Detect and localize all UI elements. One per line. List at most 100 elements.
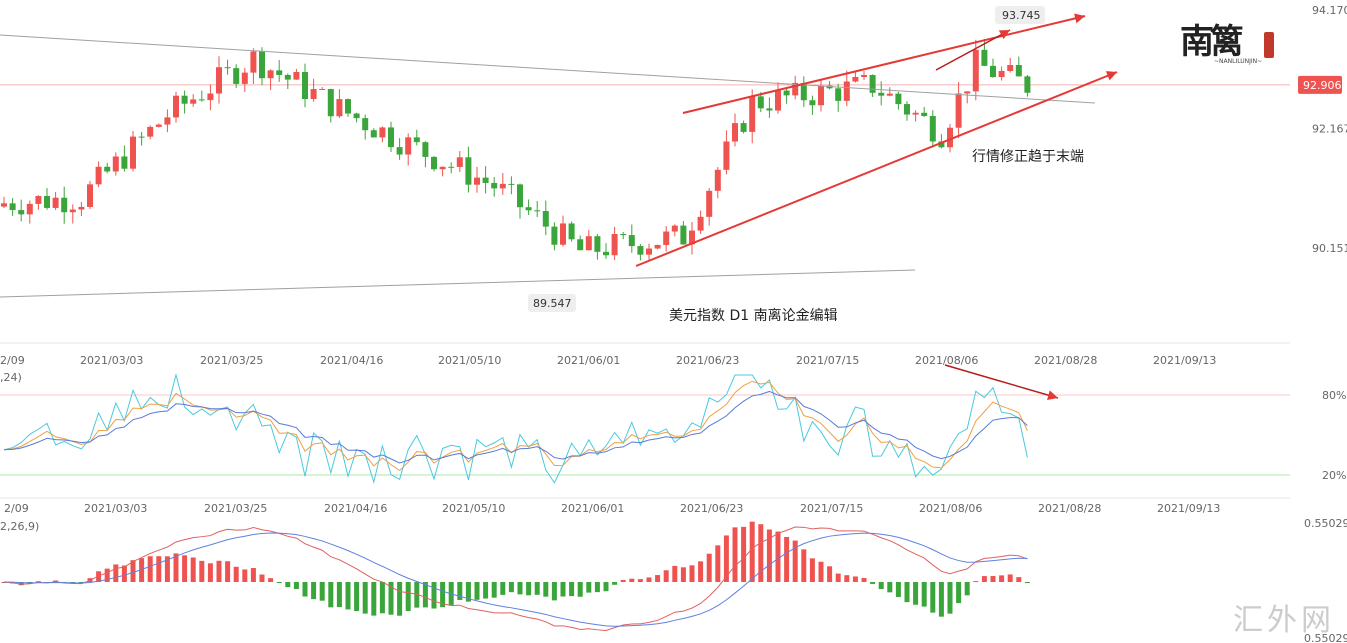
candle-body [852,76,859,82]
channel-lower-line [635,71,1118,267]
macd-histogram-bar [715,545,721,582]
macd-histogram-bar [1007,574,1013,582]
macd-histogram-bar [904,582,910,603]
candle-body [155,124,162,127]
macd-histogram-bar [938,582,944,617]
candle-body [138,136,145,138]
candle-body [929,115,936,142]
macd-top-value: 0.55029 [1304,517,1347,530]
candle-body [95,166,102,185]
macd-dif-line [3,526,1028,632]
candle-body [173,95,179,118]
candle-body [740,123,747,132]
macd-histogram-bar [586,582,592,593]
date-tick-label: 2021/07/15 [800,502,863,515]
candle-body [921,112,928,116]
candle-body [198,99,205,101]
candle-body [78,206,85,210]
candle-body [706,190,713,217]
macd-histogram-bar [491,582,497,598]
osc-80-label: 80% [1322,389,1346,402]
candle-body [233,68,240,84]
candle-body [224,67,231,69]
candle-body [26,203,33,215]
macd-params-label: 2,26,9) [0,520,39,533]
candle-body [792,82,799,96]
j-line [3,390,1028,464]
macd-histogram-bar [130,560,136,582]
macd-histogram-bar [526,582,532,596]
candle-body [904,104,910,115]
candle-body [818,85,824,106]
candle-body [52,197,59,208]
candle-body [680,225,687,245]
macd-histogram-bar [612,582,618,585]
macd-histogram-bar [517,582,523,595]
candle-body [302,71,308,99]
candle-body [362,118,369,131]
candle-body [972,49,979,92]
high-label: 93.745 [1002,9,1041,22]
macd-histogram-bar [775,531,781,582]
arrow-head-icon [1074,13,1085,24]
macd-histogram-bar [921,582,927,607]
macd-histogram-bar [199,560,205,582]
macd-histogram-bar [225,561,231,582]
macd-histogram-bar [53,580,59,582]
low-label: 89.547 [533,297,572,310]
macd-histogram-bar [500,582,506,595]
date-tick-label: 2021/06/23 [680,502,743,515]
macd-histogram-bar [156,556,162,582]
macd-histogram-bar [336,582,342,608]
macd-histogram-bar [345,582,351,610]
macd-histogram-bar [164,556,170,582]
candle-body [508,183,515,185]
candle-body [654,244,661,249]
macd-histogram-bar [809,558,815,582]
macd-histogram-bar [474,582,480,600]
candle-body [44,196,50,208]
candle-body [276,70,283,75]
macd-histogram-bar [766,529,772,582]
macd-histogram-bar [139,558,145,582]
candle-body [637,246,644,255]
candle-body [379,127,386,138]
macd-histogram-bar [594,582,600,593]
macd-histogram-bar [878,582,884,590]
macd-histogram-bar [861,577,867,582]
macd-bottom-value: 0.55029 [1304,632,1347,643]
candle-body [164,117,171,125]
candle-body [259,51,265,79]
candle-body [422,142,429,157]
candle-body [689,230,695,245]
candle-body [594,236,601,252]
candle-body [104,166,111,172]
candle-body [439,166,446,170]
candle-body [456,157,463,167]
candle-body [181,95,188,104]
candle-body [431,156,437,170]
macd-dea-line [3,532,1028,627]
candle-body [895,93,902,105]
candle-body [525,207,532,211]
macd-histogram-bar [276,582,282,583]
macd-histogram-bar [113,564,119,582]
candle-body [577,239,584,251]
macd-histogram-bar [947,582,953,614]
current-price-badge [1298,75,1342,94]
macd-histogram-bar [990,576,996,582]
date-tick-label: 2021/03/25 [204,502,267,515]
macd-histogram-bar [543,582,549,597]
macd-histogram-bar [388,582,394,615]
date-tick-label: 2021/05/10 [442,502,505,515]
oscillator-arrow [944,364,1059,399]
macd-histogram-bar [827,566,833,582]
macd-histogram-bar [706,553,712,582]
candle-body [241,72,248,84]
macd-histogram-bar [431,582,437,609]
macd-histogram-bar [930,582,936,613]
macd-histogram-bar [173,553,179,582]
current-price-label: 92.906 [1303,79,1342,92]
candle-body [18,210,25,215]
macd-histogram-bar [190,557,196,582]
